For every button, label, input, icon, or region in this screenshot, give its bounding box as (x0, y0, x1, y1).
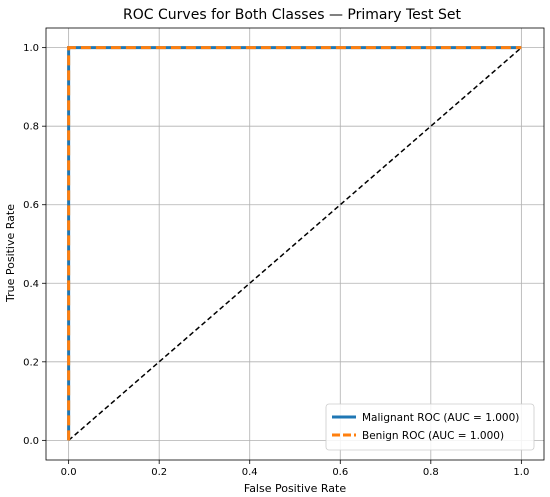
y-axis-label: True Positive Rate (4, 204, 17, 303)
x-tick-label-3: 0.6 (332, 467, 348, 478)
legend: Malignant ROC (AUC = 1.000) Benign ROC (A… (325, 403, 535, 451)
legend-box (325, 403, 535, 451)
reference-diagonal-line (68, 47, 522, 441)
chart-title: ROC Curves for Both Classes — Primary Te… (123, 7, 461, 23)
axes-frame (45, 27, 545, 461)
y-tick-label-5: 1.0 (23, 43, 39, 54)
legend-label-1: Benign ROC (AUC = 1.000) (362, 430, 504, 442)
x-tick-label-4: 0.8 (423, 467, 439, 478)
x-tick-label-5: 1.0 (513, 467, 529, 478)
x-axis-label: False Positive Rate (244, 482, 346, 495)
x-tick-label-1: 0.2 (151, 467, 167, 478)
y-tick-label-2: 0.4 (23, 279, 39, 290)
y-tick-label-1: 0.2 (23, 357, 39, 368)
legend-label-0: Malignant ROC (AUC = 1.000) (362, 412, 519, 424)
y-tick-label-4: 0.8 (23, 122, 39, 133)
y-tick-label-0: 0.0 (23, 436, 39, 447)
plot-area: 0.0 0.2 0.4 0.6 0.8 1.0 0.0 0.2 0.4 0.6 0.8 1.0 Mali… (23, 27, 545, 478)
x-tick-label-2: 0.4 (242, 467, 258, 478)
y-tick-label-3: 0.6 (23, 200, 39, 211)
x-tick-label-0: 0.0 (61, 467, 77, 478)
series-line-1 (67, 46, 522, 441)
